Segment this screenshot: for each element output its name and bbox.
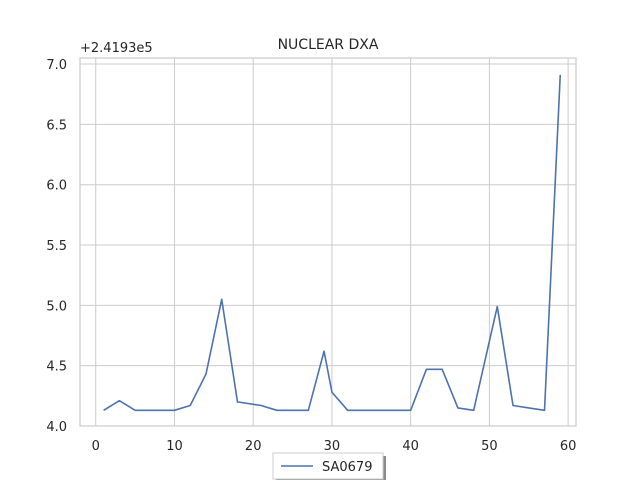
y-offset-label: +2.4193e5 [80, 41, 153, 56]
y-tick-label: 5.0 [46, 299, 67, 314]
chart-title: NUCLEAR DXA [278, 37, 379, 53]
tick-labels: 0 10 20 30 40 50 60 4.0 4.5 5.0 5.5 6.0 6.5 7.0 [46, 58, 576, 454]
plot-background [80, 58, 576, 426]
x-tick-label: 40 [402, 439, 419, 454]
y-tick-label: 5.5 [46, 239, 67, 254]
series-layer [103, 74, 562, 412]
y-tick-label: 7.0 [46, 58, 67, 73]
x-tick-label: 50 [481, 439, 498, 454]
x-tick-label: 10 [166, 439, 183, 454]
y-tick-label: 4.5 [46, 360, 67, 375]
plot-frame [79, 57, 577, 427]
x-tick-label: 20 [245, 439, 262, 454]
y-tick-label: 6.0 [46, 179, 67, 194]
x-tick-label: 0 [92, 439, 100, 454]
legend: SA0679 [272, 452, 386, 482]
legend-label-sa0679: SA0679 [322, 460, 372, 475]
x-tick-label: 60 [560, 439, 577, 454]
y-tick-label: 4.0 [46, 420, 67, 435]
series-line-sa0679 [103, 74, 562, 412]
x-tick-label: 30 [324, 439, 341, 454]
y-tick-label: 6.5 [46, 118, 67, 133]
